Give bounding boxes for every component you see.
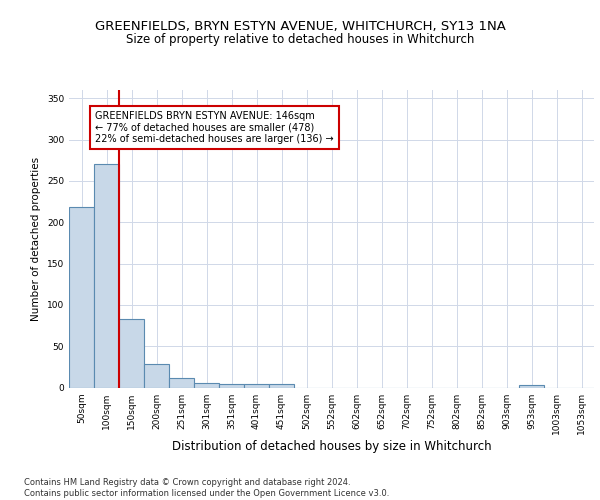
- Bar: [519, 385, 544, 388]
- Y-axis label: Number of detached properties: Number of detached properties: [31, 156, 41, 321]
- Bar: [269, 384, 294, 388]
- Text: Size of property relative to detached houses in Whitchurch: Size of property relative to detached ho…: [126, 32, 474, 46]
- Bar: [144, 364, 169, 388]
- Bar: [169, 378, 194, 388]
- Text: Contains HM Land Registry data © Crown copyright and database right 2024.
Contai: Contains HM Land Registry data © Crown c…: [24, 478, 389, 498]
- Bar: [69, 208, 94, 388]
- Bar: [194, 384, 219, 388]
- X-axis label: Distribution of detached houses by size in Whitchurch: Distribution of detached houses by size …: [172, 440, 491, 453]
- Text: GREENFIELDS, BRYN ESTYN AVENUE, WHITCHURCH, SY13 1NA: GREENFIELDS, BRYN ESTYN AVENUE, WHITCHUR…: [95, 20, 505, 33]
- Bar: [244, 384, 269, 388]
- Text: GREENFIELDS BRYN ESTYN AVENUE: 146sqm
← 77% of detached houses are smaller (478): GREENFIELDS BRYN ESTYN AVENUE: 146sqm ← …: [95, 111, 334, 144]
- Bar: [219, 384, 244, 388]
- Bar: [94, 164, 119, 388]
- Bar: [119, 319, 144, 388]
